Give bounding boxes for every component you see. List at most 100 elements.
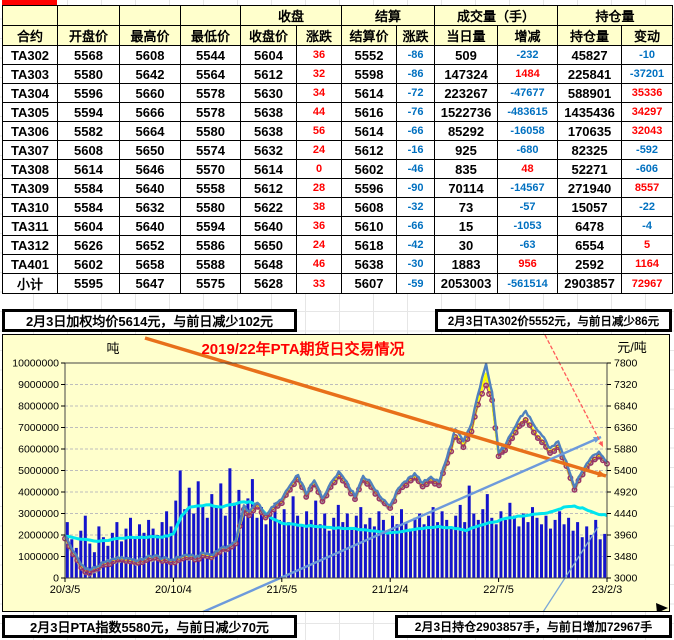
value-cell[interactable]: 5650 xyxy=(240,235,297,255)
value-cell[interactable]: 5614 xyxy=(57,159,120,179)
contract-cell[interactable]: TA303 xyxy=(2,64,58,84)
value-cell[interactable]: 8557 xyxy=(621,178,674,198)
value-cell[interactable]: 5594 xyxy=(57,102,120,122)
value-cell[interactable]: 5578 xyxy=(180,83,241,103)
value-cell[interactable]: 5596 xyxy=(341,178,398,198)
value-cell[interactable]: 2903857 xyxy=(557,273,623,294)
value-cell[interactable]: 5610 xyxy=(341,216,398,236)
value-cell[interactable]: 5638 xyxy=(341,254,398,274)
value-cell[interactable]: 5578 xyxy=(180,102,241,122)
value-cell[interactable]: 5596 xyxy=(57,83,120,103)
contract-cell[interactable]: TA307 xyxy=(2,140,58,160)
value-cell[interactable]: 147324 xyxy=(434,64,499,84)
value-cell[interactable]: 5580 xyxy=(180,121,241,141)
value-cell[interactable]: 34 xyxy=(295,83,343,103)
col-open[interactable]: 开盘价 xyxy=(57,25,120,46)
value-cell[interactable]: 36 xyxy=(295,45,343,65)
value-cell[interactable]: 5640 xyxy=(119,216,181,236)
value-cell[interactable]: 5575 xyxy=(180,273,241,294)
value-cell[interactable]: -30 xyxy=(396,254,436,274)
value-cell[interactable]: -86 xyxy=(396,64,436,84)
col-settle-change[interactable]: 涨跌 xyxy=(396,25,436,46)
value-cell[interactable]: 35336 xyxy=(621,83,674,103)
value-cell[interactable]: 5582 xyxy=(57,121,120,141)
col-close-change[interactable]: 涨跌 xyxy=(295,25,343,46)
value-cell[interactable]: 82325 xyxy=(557,140,623,160)
value-cell[interactable]: 1883 xyxy=(434,254,499,274)
col-oi-change[interactable]: 变动 xyxy=(621,25,674,46)
blank-header-cell[interactable] xyxy=(2,5,58,26)
value-cell[interactable]: -47677 xyxy=(497,83,559,103)
contract-cell[interactable]: TA306 xyxy=(2,121,58,141)
value-cell[interactable]: 5612 xyxy=(240,64,297,84)
value-cell[interactable]: 5632 xyxy=(240,140,297,160)
col-day-volume[interactable]: 当日量 xyxy=(434,25,499,46)
value-cell[interactable]: 72967 xyxy=(621,273,674,294)
value-cell[interactable]: 5616 xyxy=(341,102,398,122)
value-cell[interactable]: 5638 xyxy=(240,121,297,141)
value-cell[interactable]: 588901 xyxy=(557,83,623,103)
value-cell[interactable]: -16 xyxy=(396,140,436,160)
contract-cell[interactable]: TA302 xyxy=(2,45,58,65)
blank-header-cell[interactable] xyxy=(119,5,181,26)
value-cell[interactable]: 225841 xyxy=(557,64,623,84)
value-cell[interactable]: 5552 xyxy=(341,45,398,65)
value-cell[interactable]: 5604 xyxy=(57,216,120,236)
value-cell[interactable]: 52271 xyxy=(557,159,623,179)
value-cell[interactable]: 24 xyxy=(295,235,343,255)
value-cell[interactable]: 5650 xyxy=(119,140,181,160)
value-cell[interactable]: -680 xyxy=(497,140,559,160)
value-cell[interactable]: 5614 xyxy=(341,83,398,103)
value-cell[interactable]: -561514 xyxy=(497,273,559,294)
value-cell[interactable]: 5544 xyxy=(180,45,241,65)
value-cell[interactable]: 5584 xyxy=(57,197,120,217)
col-settle[interactable]: 结算价 xyxy=(341,25,398,46)
value-cell[interactable]: -37201 xyxy=(621,64,674,84)
value-cell[interactable]: 46 xyxy=(295,254,343,274)
callout-ta302-price[interactable]: 2月3日TA302价5552元，与前日减少86元 xyxy=(435,309,672,332)
value-cell[interactable]: 73 xyxy=(434,197,499,217)
value-cell[interactable]: 28 xyxy=(295,178,343,198)
value-cell[interactable]: 5602 xyxy=(57,254,120,274)
value-cell[interactable]: 38 xyxy=(295,197,343,217)
value-cell[interactable]: 925 xyxy=(434,140,499,160)
value-cell[interactable]: 5652 xyxy=(119,235,181,255)
value-cell[interactable]: 5574 xyxy=(180,140,241,160)
value-cell[interactable]: -66 xyxy=(396,216,436,236)
value-cell[interactable]: 34297 xyxy=(621,102,674,122)
value-cell[interactable]: 5622 xyxy=(240,197,297,217)
value-cell[interactable]: -86 xyxy=(396,45,436,65)
value-cell[interactable]: -4 xyxy=(621,216,674,236)
value-cell[interactable]: 45827 xyxy=(557,45,623,65)
value-cell[interactable]: 2053003 xyxy=(434,273,499,294)
col-high[interactable]: 最高价 xyxy=(119,25,181,46)
value-cell[interactable]: 5580 xyxy=(180,197,241,217)
value-cell[interactable]: 5664 xyxy=(119,121,181,141)
value-cell[interactable]: -57 xyxy=(497,197,559,217)
value-cell[interactable]: 44 xyxy=(295,102,343,122)
col-open-interest[interactable]: 持仓量 xyxy=(557,25,623,46)
value-cell[interactable]: -16058 xyxy=(497,121,559,141)
col-volume-change[interactable]: 增减 xyxy=(497,25,559,46)
value-cell[interactable]: 5628 xyxy=(240,273,297,294)
col-close[interactable]: 收盘价 xyxy=(240,25,297,46)
value-cell[interactable]: 5607 xyxy=(341,273,398,294)
contract-cell[interactable]: TA305 xyxy=(2,102,58,122)
value-cell[interactable]: -22 xyxy=(621,197,674,217)
value-cell[interactable]: -32 xyxy=(396,197,436,217)
blank-header-cell[interactable] xyxy=(180,5,241,26)
value-cell[interactable]: 5612 xyxy=(341,140,398,160)
callout-weighted-average[interactable]: 2月3日加权均价5614元，与前日减少102元 xyxy=(2,309,297,332)
value-cell[interactable]: 1164 xyxy=(621,254,674,274)
value-cell[interactable]: 5564 xyxy=(180,64,241,84)
value-cell[interactable]: 5580 xyxy=(57,64,120,84)
value-cell[interactable]: 33 xyxy=(295,273,343,294)
contract-cell[interactable]: TA311 xyxy=(2,216,58,236)
value-cell[interactable]: 15 xyxy=(434,216,499,236)
value-cell[interactable]: -14567 xyxy=(497,178,559,198)
value-cell[interactable]: 24 xyxy=(295,140,343,160)
header-group-openinterest[interactable]: 持仓量 xyxy=(557,5,674,26)
value-cell[interactable]: 5630 xyxy=(240,83,297,103)
value-cell[interactable]: 0 xyxy=(295,159,343,179)
value-cell[interactable]: 5660 xyxy=(119,83,181,103)
